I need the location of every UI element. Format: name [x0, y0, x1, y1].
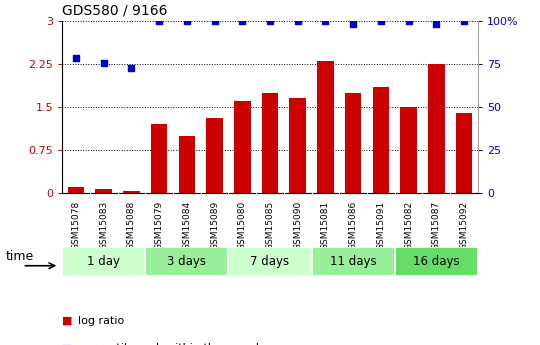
Text: GSM15087: GSM15087: [432, 201, 441, 250]
Point: [183, 18, 191, 23]
Text: GSM15079: GSM15079: [154, 201, 164, 250]
Text: 11 days: 11 days: [330, 255, 376, 268]
Text: 1 day: 1 day: [87, 255, 120, 268]
Bar: [145, 247, 228, 276]
Bar: [289, 98, 306, 193]
Point: [460, 18, 468, 23]
Bar: [96, 189, 112, 193]
Bar: [123, 191, 140, 193]
Bar: [317, 61, 334, 193]
Text: GSM15082: GSM15082: [404, 201, 413, 250]
Text: GSM15090: GSM15090: [293, 201, 302, 250]
Bar: [312, 247, 395, 276]
Text: GSM15089: GSM15089: [210, 201, 219, 250]
Point: [293, 18, 302, 23]
Point: [99, 60, 108, 66]
Bar: [234, 101, 251, 193]
Text: percentile rank within the sample: percentile rank within the sample: [78, 344, 266, 345]
Text: 16 days: 16 days: [413, 255, 460, 268]
Bar: [456, 113, 472, 193]
Bar: [179, 136, 195, 193]
Bar: [262, 92, 278, 193]
Text: GSM15078: GSM15078: [71, 201, 80, 250]
Bar: [206, 118, 223, 193]
Bar: [62, 247, 145, 276]
Point: [127, 66, 136, 71]
Bar: [345, 92, 361, 193]
Point: [155, 18, 164, 23]
Text: GSM15083: GSM15083: [99, 201, 108, 250]
Text: GSM15085: GSM15085: [266, 201, 274, 250]
Text: GSM15092: GSM15092: [460, 201, 469, 250]
Bar: [395, 247, 478, 276]
Bar: [68, 187, 84, 193]
Point: [432, 21, 441, 26]
Text: GSM15080: GSM15080: [238, 201, 247, 250]
Point: [349, 21, 357, 26]
Point: [72, 55, 80, 61]
Text: GSM15084: GSM15084: [183, 201, 191, 250]
Point: [238, 18, 247, 23]
Point: [266, 18, 274, 23]
Point: [210, 18, 219, 23]
Text: ■: ■: [62, 316, 72, 326]
Text: time: time: [5, 250, 33, 264]
Text: ■: ■: [62, 344, 72, 345]
Bar: [400, 107, 417, 193]
Point: [376, 18, 385, 23]
Point: [404, 18, 413, 23]
Point: [321, 18, 330, 23]
Text: 7 days: 7 days: [251, 255, 289, 268]
Text: GDS580 / 9166: GDS580 / 9166: [62, 3, 167, 17]
Bar: [428, 64, 444, 193]
Bar: [151, 124, 167, 193]
Text: GSM15086: GSM15086: [349, 201, 357, 250]
Text: log ratio: log ratio: [78, 316, 125, 326]
Bar: [373, 87, 389, 193]
Bar: [228, 247, 312, 276]
Text: GSM15081: GSM15081: [321, 201, 330, 250]
Text: 3 days: 3 days: [167, 255, 206, 268]
Text: GSM15088: GSM15088: [127, 201, 136, 250]
Text: GSM15091: GSM15091: [376, 201, 386, 250]
